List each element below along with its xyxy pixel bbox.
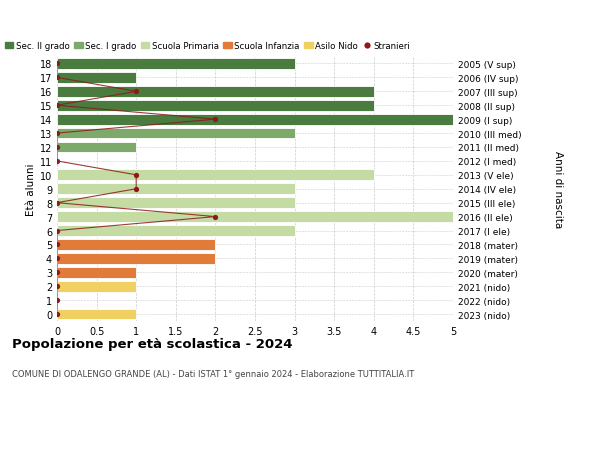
Bar — [57, 114, 453, 125]
Text: Popolazione per età scolastica - 2024: Popolazione per età scolastica - 2024 — [12, 337, 293, 350]
Bar — [57, 59, 295, 70]
Bar — [57, 309, 136, 320]
Bar — [57, 73, 136, 84]
Bar — [57, 225, 295, 236]
Bar — [57, 142, 136, 153]
Legend: Sec. II grado, Sec. I grado, Scuola Primaria, Scuola Infanzia, Asilo Nido, Stran: Sec. II grado, Sec. I grado, Scuola Prim… — [5, 41, 410, 50]
Bar — [57, 267, 136, 278]
Bar — [57, 101, 374, 112]
Bar — [57, 212, 453, 223]
Bar — [57, 184, 295, 195]
Y-axis label: Età alunni: Età alunni — [26, 163, 35, 216]
Bar — [57, 281, 136, 292]
Bar — [57, 87, 374, 97]
Text: COMUNE DI ODALENGO GRANDE (AL) - Dati ISTAT 1° gennaio 2024 - Elaborazione TUTTI: COMUNE DI ODALENGO GRANDE (AL) - Dati IS… — [12, 369, 414, 379]
Bar — [57, 170, 374, 181]
Bar — [57, 129, 295, 139]
Bar — [57, 253, 215, 264]
Bar — [57, 198, 295, 209]
Y-axis label: Anni di nascita: Anni di nascita — [553, 151, 563, 228]
Bar — [57, 240, 215, 250]
